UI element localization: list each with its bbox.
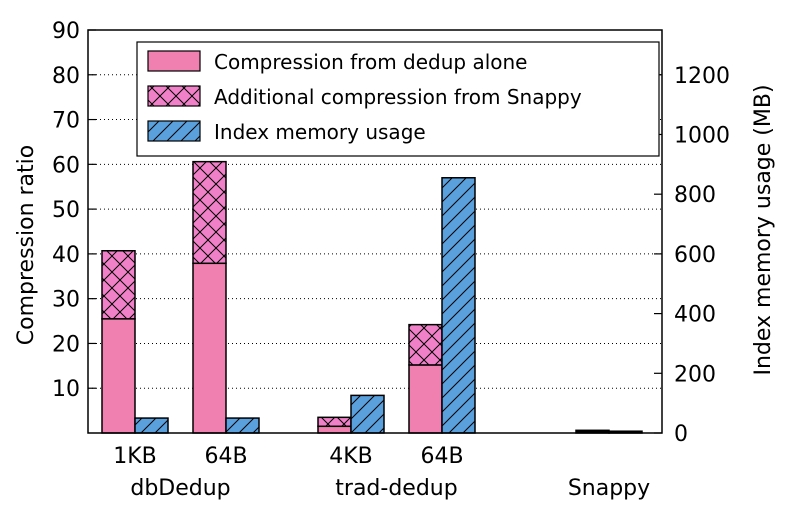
right-tick-label: 0 xyxy=(674,422,688,447)
bar-dedup xyxy=(408,364,443,434)
right-tick-label: 200 xyxy=(674,362,716,387)
right-tick-label: 600 xyxy=(674,243,716,268)
left-axis: 10 20 30 40 50 60 70 80 90 xyxy=(52,19,96,402)
bar-index-memory xyxy=(350,394,385,434)
bar-snappy xyxy=(101,250,136,320)
left-tick-label: 50 xyxy=(52,198,80,223)
legend-label-index: Index memory usage xyxy=(214,120,426,144)
left-tick-label: 20 xyxy=(52,332,80,357)
legend-box xyxy=(136,41,660,157)
left-tick-label: 80 xyxy=(52,64,80,89)
left-tick-label: 90 xyxy=(52,19,80,44)
left-tick-label: 30 xyxy=(52,288,80,313)
legend-swatch-index xyxy=(147,120,201,142)
bar-index-memory xyxy=(441,177,476,434)
x-axis-labels: 1KB 64B dbDedup 4KB 64B trad-dedup Snappy xyxy=(113,444,650,501)
bar-snappy xyxy=(192,160,227,265)
y-axis-title-right: Index memory usage (MB) xyxy=(751,84,776,375)
y-axis-title-left: Compression ratio xyxy=(14,145,39,345)
bars xyxy=(101,160,643,434)
bar-index-memory xyxy=(225,417,260,434)
plot-border xyxy=(87,29,663,434)
legend: Compression from dedup alone Additional c… xyxy=(136,41,660,157)
group-label: trad-dedup xyxy=(335,476,457,501)
legend-label-snappy: Additional compression from Snappy xyxy=(214,85,582,109)
group-label: dbDedup xyxy=(130,476,230,501)
group-label: Snappy xyxy=(568,476,650,501)
bar-dedup xyxy=(101,318,136,434)
legend-label-dedup: Compression from dedup alone xyxy=(214,50,528,74)
legend-swatch-dedup xyxy=(147,50,201,72)
left-tick-label: 40 xyxy=(52,243,80,268)
category-label: 4KB xyxy=(329,444,373,469)
bar-snappy xyxy=(317,416,352,428)
bar-dedup xyxy=(317,425,352,434)
right-tick-label: 400 xyxy=(674,303,716,328)
right-tick-label: 800 xyxy=(674,183,716,208)
right-tick-label: 1000 xyxy=(674,123,730,148)
left-tick-label: 60 xyxy=(52,153,80,178)
bar-index-memory xyxy=(134,417,169,434)
category-label: 64B xyxy=(420,444,463,469)
left-tick-label: 70 xyxy=(52,109,80,134)
right-axis: 0 200 400 600 800 1000 1200 xyxy=(654,64,730,447)
left-tick-label: 10 xyxy=(52,377,80,402)
right-tick-label: 1200 xyxy=(674,64,730,89)
category-label: 64B xyxy=(204,444,247,469)
bar-dedup xyxy=(192,262,227,434)
plot-frame xyxy=(87,29,663,434)
category-label: 1KB xyxy=(113,444,157,469)
bar-snappy xyxy=(408,323,443,366)
legend-swatch-snappy xyxy=(147,85,201,107)
